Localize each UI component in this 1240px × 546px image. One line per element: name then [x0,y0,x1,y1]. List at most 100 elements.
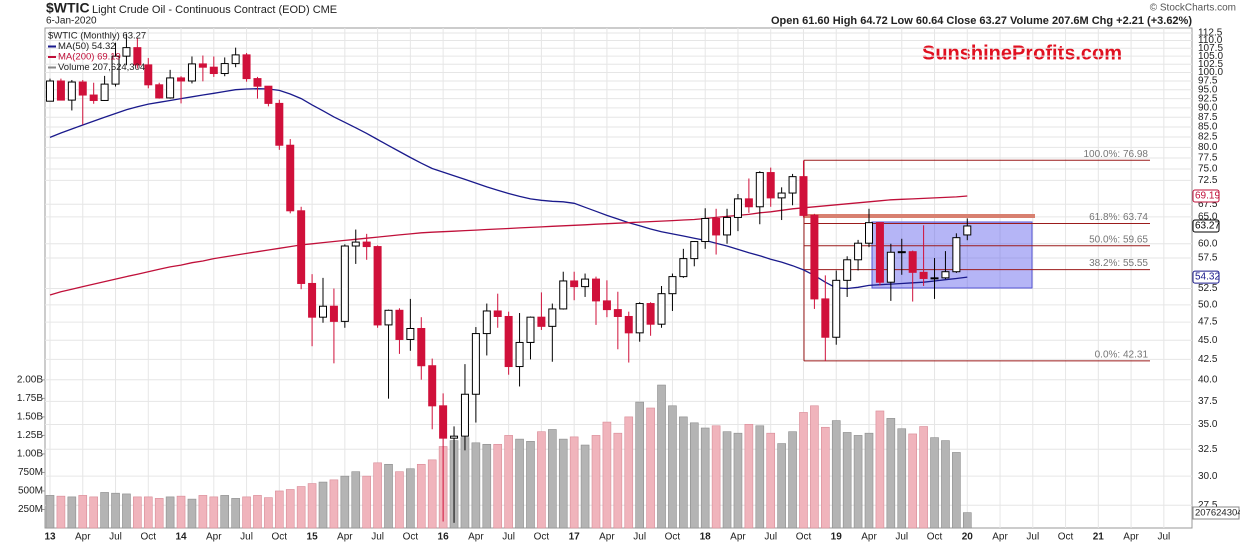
fib-label: 38.2%: 55.55 [1089,258,1148,269]
volume-bar [471,442,481,529]
x-tick-label: Jul [895,532,908,543]
candle-body [821,298,830,338]
candle-body [428,365,437,407]
volume-bar [569,436,579,529]
x-tick-label: Jul [633,532,646,543]
legend-entry: $WTIC (Monthly) 63.27 [48,31,146,42]
candle-body [701,217,710,243]
volume-bar [187,498,197,529]
x-tick-label: Jul [764,532,777,543]
volume-bar [722,431,732,529]
candle-body [100,83,109,101]
candle-body [111,55,120,85]
candle-body [581,278,590,288]
value-tag-label: 69.19 [1195,191,1220,202]
volume-bar [864,432,874,529]
candle-body [504,315,513,368]
y-tick-label: 110.0 [1198,35,1223,46]
chart-title: Light Crude Oil - Continuous Contract (E… [92,4,337,16]
fib-label: 0.0%: 42.31 [1095,350,1149,361]
volume-tick-label: 500M [18,486,43,497]
volume-bar [744,423,754,529]
volume-bar [111,492,120,529]
volume-bar [941,440,950,529]
candle-body [570,280,579,288]
candle-body [340,245,349,322]
volume-bar [143,496,153,529]
volume-bar [810,405,819,529]
volume-bar [799,412,808,529]
candle-body [144,64,153,86]
y-tick-label: 42.5 [1198,354,1218,365]
volume-bar [351,471,361,529]
volume-bar [56,495,66,529]
candle-body [875,222,884,283]
y-tick-label: 90.0 [1198,102,1218,113]
volume-tick-label: 750M [18,467,43,478]
ohlc-summary: Open 61.60 High 64.72 Low 60.64 Close 63… [771,15,1192,27]
candle-body [209,66,218,75]
candle-body [559,280,568,310]
candle-body [384,309,393,326]
x-tick-label: Jul [1026,532,1039,543]
volume-bar [886,418,896,529]
volume-tick-label: 250M [18,504,43,515]
x-tick-label: Apr [992,532,1008,543]
volume-bar [416,463,426,529]
volume-bar [526,441,535,529]
candle-body [799,176,808,216]
candle-body [417,327,426,367]
volume-bar [504,435,513,529]
candle-body [592,278,600,302]
y-tick-label: 52.5 [1198,283,1218,294]
y-tick-label: 27.5 [1198,500,1218,511]
candle-body [723,216,732,236]
volume-bar [176,495,186,529]
candle-body [406,327,415,340]
candle-body [865,222,873,244]
volume-bar [340,475,350,529]
x-tick-label: Oct [665,532,681,543]
y-tick-label: 75.0 [1198,164,1218,175]
x-tick-label: Apr [730,532,746,543]
candle-body [286,144,295,212]
y-tick-label: 82.5 [1198,132,1218,143]
x-tick-label: Apr [599,532,615,543]
volume-bar [45,495,55,529]
volume-bar [198,495,208,529]
x-tick-label: Jul [1157,532,1170,543]
volume-bar [242,496,251,529]
candle-body [362,241,371,248]
volume-bar [395,471,404,529]
candle-body [439,405,448,439]
volume-bar [231,498,240,529]
y-tick-label: 107.5 [1198,43,1223,54]
y-tick-label: 50.0 [1198,300,1218,311]
volume-bar [580,444,590,529]
candle-body [733,198,742,218]
x-tick-label: 16 [438,532,450,543]
volume-bar [122,493,131,529]
candle-body [133,47,142,66]
volume-bar [821,426,830,529]
x-tick-label: Apr [206,532,222,543]
volume-bar [406,468,415,529]
y-tick-label: 60.0 [1198,238,1218,249]
volume-bar [755,425,765,529]
y-tick-label: 40.0 [1198,374,1218,385]
volume-bar [165,496,175,529]
x-tick-label: Jul [240,532,253,543]
volume-bar [318,481,328,529]
candle-body [952,237,961,273]
candle-body [788,176,797,194]
volume-bar [100,492,109,529]
candle-body [155,84,164,99]
candle-body [668,276,677,295]
candle-body [766,172,775,199]
volume-tick-label: 1.75B [17,393,43,404]
volume-bar [558,438,568,529]
x-tick-label: Apr [337,532,353,543]
volume-bar [657,384,666,529]
value-tag-label: 54.32 [1195,272,1220,283]
volume-bar [602,421,612,529]
